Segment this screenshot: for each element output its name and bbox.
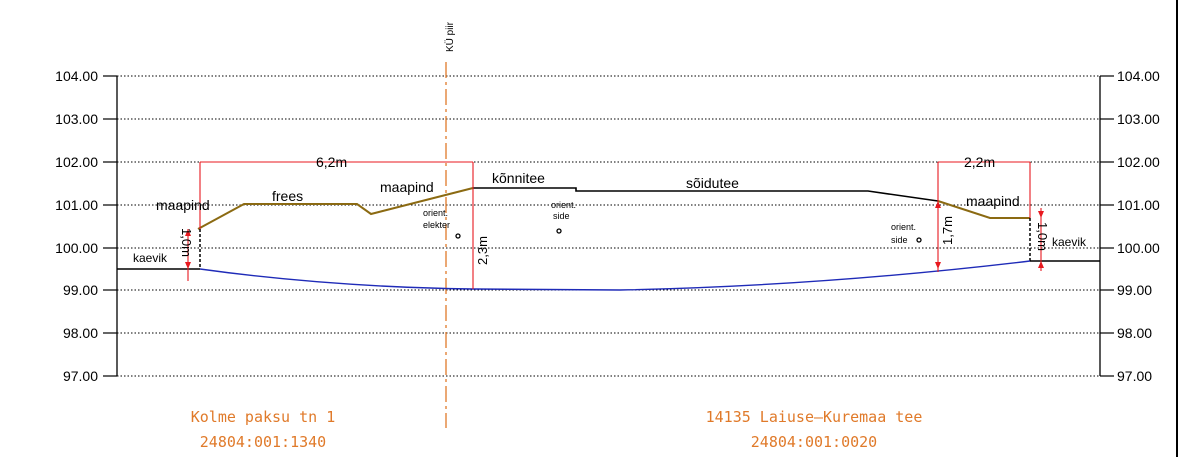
elevation-label-left: 97.00 [63,368,98,384]
dimension-arrows [185,201,1044,269]
elevation-label-left: 103.00 [55,111,98,127]
elevation-label-right: 99.00 [1117,282,1152,298]
dimension-depth-center: 2,3m [475,236,490,265]
trench-right [1029,218,1100,262]
label-maapind-right: maapind [966,193,1020,209]
elevation-label-left: 102.00 [55,154,98,170]
boundary-label: KÜ piir [444,21,456,52]
elevation-grid [117,75,1100,377]
label-maapind-center: maapind [380,179,434,195]
elevation-label-right: 98.00 [1117,325,1152,341]
elevation-label-left: 104.00 [55,68,98,84]
label-frees: frees [272,188,303,204]
trench-left [117,229,201,270]
label-soidutee: sõidutee [686,175,739,191]
parcel-left-code: 24804:001:1340 [200,433,326,451]
utility-point-side-right [916,237,922,243]
dimension-depth-right: 1,0m [1035,222,1050,251]
elevation-label-left: 101.00 [55,197,98,213]
label-kaevik-right: kaevik [1052,235,1087,249]
ground-surface-line-right [937,200,1030,219]
utility-label-side-center: side [553,211,570,221]
elevation-label-left: 98.00 [63,325,98,341]
dimension-width-right: 2,2m [964,154,995,170]
utility-point-side-center [556,228,562,234]
elevation-label-right: 97.00 [1117,368,1152,384]
utility-point-elekter [455,233,461,239]
elevation-label-right: 100.00 [1117,240,1160,256]
utility-label-side-center: orient. [551,200,576,210]
parcel-right-name: 14135 Laiuse–Kuremaa tee [706,408,923,426]
parcel-left-name: Kolme paksu tn 1 [191,408,336,426]
utility-label-side-right: orient. [891,222,916,232]
axis-ticks [103,75,1114,377]
elevation-label-left: 99.00 [63,282,98,298]
label-maapind-left: maapind [156,197,210,213]
utility-label-elekter: orient. [423,208,448,218]
label-konnitee: kõnnitee [492,170,545,186]
pipe-profile-line [199,260,1031,291]
parcel-right-code: 24804:001:0020 [751,433,877,451]
elevation-label-right: 104.00 [1117,68,1160,84]
dimension-lines [187,161,1042,289]
utility-markers [455,228,922,243]
dimension-depth-left: 1,0m [179,228,194,257]
ground-surface-line [197,187,474,230]
road-surface-line [473,187,939,202]
utility-label-elekter: elekter [423,220,450,230]
elevation-label-right: 103.00 [1117,111,1160,127]
elevation-label-left: 100.00 [55,240,98,256]
utility-label-side-right: side [891,235,908,245]
label-kaevik-left: kaevik [133,251,168,265]
dimension-width-left: 6,2m [316,154,347,170]
dimension-depth-right-mid: 1,7m [940,216,955,245]
elevation-label-right: 102.00 [1117,154,1160,170]
elevation-label-right: 101.00 [1117,197,1160,213]
